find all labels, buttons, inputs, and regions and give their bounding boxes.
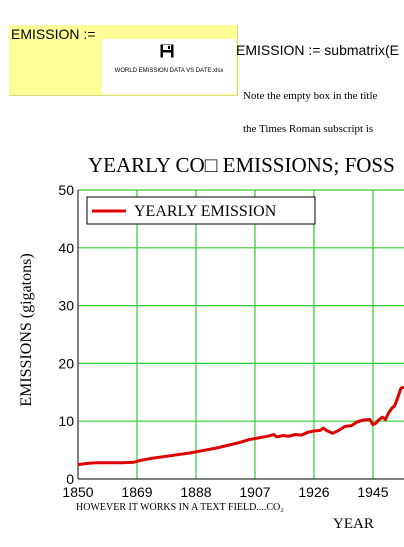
floppy-disk-icon: [160, 44, 174, 58]
file-name: WORLD EMISSION DATA VS DATE.xlsx: [114, 68, 224, 74]
y-tick-label: 20: [58, 355, 74, 371]
x-tick-label: 1907: [239, 484, 270, 500]
legend-entry-label: YEARLY EMISSION: [134, 203, 277, 220]
y-tick-labels: 0 10 20 30 40 50: [58, 182, 74, 487]
file-input-component[interactable]: WORLD EMISSION DATA VS DATE.xlsx: [102, 39, 236, 94]
y-tick-label: 50: [58, 182, 74, 198]
series-line-yearly-emission: [77, 385, 404, 467]
x-axis-label: YEAR: [333, 516, 374, 532]
x-tick-label: 1888: [180, 484, 211, 500]
x-tick-labels: 1850186918881907192619451: [62, 484, 388, 500]
y-tick-label: 30: [58, 298, 74, 314]
x-tick-label: 1926: [298, 484, 329, 500]
submatrix-expression[interactable]: EMISSION := submatrix(E: [236, 42, 399, 58]
x-tick-label: 1945: [357, 484, 388, 500]
series-lines: [77, 385, 404, 467]
chart-title: YEARLY CO□ EMISSIONS; FOSS: [88, 153, 395, 177]
note-line-2[interactable]: the Times Roman subscript is: [243, 123, 374, 135]
emission-definition-label: EMISSION :=: [11, 26, 96, 42]
y-tick-label: 10: [58, 413, 74, 429]
y-tick-label: 0: [66, 471, 74, 487]
x-tick-label: 1850: [62, 484, 93, 500]
legend: YEARLY EMISSION: [86, 196, 316, 225]
grid-lines: [77, 189, 404, 480]
y-tick-label: 40: [58, 240, 74, 256]
note-line-1[interactable]: Note the empty box in the title: [243, 90, 378, 102]
x-tick-label: 1869: [121, 484, 152, 500]
text-field[interactable]: HOWEVER IT WORKS IN A TEXT FIELD....CO₂: [76, 502, 284, 513]
